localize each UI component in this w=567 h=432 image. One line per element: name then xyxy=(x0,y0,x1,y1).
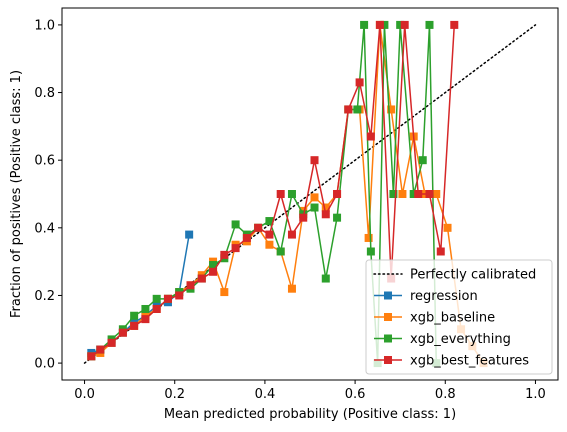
data-point xyxy=(220,250,229,259)
data-point xyxy=(265,230,274,239)
data-point xyxy=(185,230,194,239)
legend-marker xyxy=(384,291,392,300)
data-point xyxy=(425,190,434,198)
data-point xyxy=(409,190,418,198)
data-point xyxy=(355,78,364,87)
y-tick-label: 0.6 xyxy=(34,154,55,169)
y-tick-label: 0.2 xyxy=(34,289,55,304)
legend-label: regression xyxy=(410,289,478,304)
data-point xyxy=(366,132,375,141)
data-point xyxy=(310,203,319,212)
data-point xyxy=(265,240,274,249)
data-point xyxy=(432,190,441,198)
legend-marker xyxy=(384,313,392,321)
y-tick-label: 1.0 xyxy=(34,18,55,33)
y-tick-label: 0.0 xyxy=(34,357,55,372)
data-point xyxy=(344,105,353,114)
data-point xyxy=(118,328,127,337)
legend: Perfectly calibrated regression xgb_baseli… xyxy=(365,259,553,375)
data-point xyxy=(360,20,369,29)
y-axis-label: Fraction of positives (Positive class: 1… xyxy=(9,70,24,318)
data-point xyxy=(197,274,206,283)
data-point xyxy=(130,311,139,320)
y-tick-label: 0.8 xyxy=(34,86,55,101)
data-point xyxy=(353,105,362,114)
data-point xyxy=(254,223,263,232)
data-point xyxy=(364,233,373,242)
data-point xyxy=(242,233,251,242)
data-point xyxy=(209,267,218,276)
x-axis-label: Mean predicted probability (Positive cla… xyxy=(164,407,456,422)
data-point xyxy=(231,220,240,229)
y-tick-label: 0.4 xyxy=(34,221,55,236)
data-point xyxy=(400,20,409,29)
data-point xyxy=(299,213,308,222)
data-point xyxy=(186,281,195,290)
data-point xyxy=(209,261,218,270)
data-point xyxy=(287,190,296,198)
data-point xyxy=(152,294,161,303)
legend-entry: xgb_baseline xyxy=(374,311,495,326)
axis-ticks: 0.0 0.2 0.4 0.6 0.8 1.0 0.0 0.2 0.4 0.6 0.8 1.0 xyxy=(34,18,545,402)
legend-entry: Perfectly calibrated xyxy=(373,268,536,283)
data-point xyxy=(333,190,342,198)
data-point xyxy=(231,244,240,253)
data-point xyxy=(287,284,296,293)
data-point xyxy=(396,20,405,29)
data-point xyxy=(220,288,229,297)
legend-label: xgb_best_features xyxy=(410,354,529,369)
data-point xyxy=(130,321,139,330)
legend-entry: xgb_best_features xyxy=(374,354,529,369)
data-point xyxy=(107,338,116,347)
data-point xyxy=(375,20,384,29)
data-point xyxy=(380,20,389,29)
legend-label: Perfectly calibrated xyxy=(410,268,536,283)
series-line xyxy=(91,234,190,354)
data-point xyxy=(436,247,445,256)
data-point xyxy=(425,20,434,29)
legend-marker xyxy=(384,334,392,343)
data-point xyxy=(450,20,459,29)
data-point xyxy=(265,217,274,226)
data-point xyxy=(152,304,161,313)
data-point xyxy=(175,291,184,300)
data-point xyxy=(96,345,105,354)
data-point xyxy=(366,247,375,256)
x-tick-label: 0.2 xyxy=(164,387,185,402)
data-point xyxy=(163,294,172,303)
data-point xyxy=(443,223,452,232)
legend-marker xyxy=(384,356,392,364)
data-point xyxy=(310,156,319,165)
x-tick-label: 0.8 xyxy=(435,387,456,402)
legend-label: xgb_baseline xyxy=(410,311,495,326)
data-point xyxy=(287,230,296,239)
data-point xyxy=(398,190,407,198)
data-point xyxy=(276,190,285,198)
data-point xyxy=(389,190,398,198)
x-tick-label: 0.6 xyxy=(345,387,366,402)
data-point xyxy=(321,210,330,219)
legend-entry: xgb_everything xyxy=(374,332,511,347)
legend-box xyxy=(365,259,553,375)
series-xgb_best_features xyxy=(87,20,459,361)
data-point xyxy=(321,203,330,212)
x-tick-label: 0.4 xyxy=(255,387,276,402)
data-point xyxy=(141,315,150,324)
data-point xyxy=(310,193,319,202)
data-point xyxy=(418,156,427,165)
data-point xyxy=(141,304,150,313)
data-point xyxy=(276,247,285,256)
data-point xyxy=(387,105,396,114)
data-point xyxy=(414,190,423,198)
data-point xyxy=(333,213,342,222)
data-point xyxy=(87,352,96,361)
x-tick-label: 1.0 xyxy=(525,387,546,402)
legend-entry: regression xyxy=(374,289,478,304)
x-tick-label: 0.0 xyxy=(74,387,95,402)
plot-frame xyxy=(61,7,559,381)
legend-label: xgb_everything xyxy=(410,332,511,347)
data-point xyxy=(321,274,330,283)
